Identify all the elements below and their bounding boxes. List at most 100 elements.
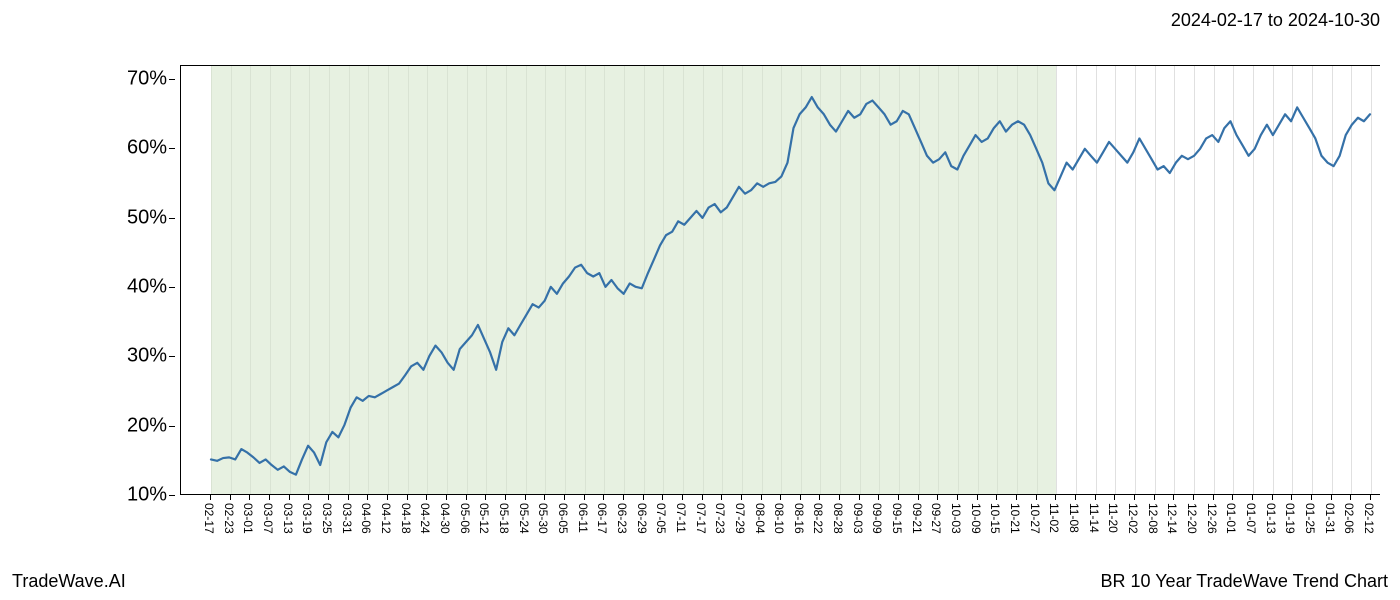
- x-tick-label: 12-14: [1165, 503, 1179, 534]
- x-tick-label: 03-31: [340, 503, 354, 534]
- x-tick-mark: [269, 495, 270, 500]
- x-tick-label: 01-13: [1264, 503, 1278, 534]
- x-tick-mark: [544, 495, 545, 500]
- y-tick-mark: [169, 287, 175, 288]
- x-tick-label: 04-06: [359, 503, 373, 534]
- line-chart-svg: [181, 66, 1380, 494]
- x-tick-mark: [1095, 495, 1096, 500]
- x-tick-mark: [741, 495, 742, 500]
- x-tick-label: 05-06: [458, 503, 472, 534]
- x-tick-mark: [1016, 495, 1017, 500]
- x-tick-mark: [485, 495, 486, 500]
- y-tick-label: 20%: [127, 414, 167, 437]
- x-tick-mark: [702, 495, 703, 500]
- x-tick-mark: [1134, 495, 1135, 500]
- x-tick-label: 07-05: [654, 503, 668, 534]
- x-tick-mark: [800, 495, 801, 500]
- x-tick-mark: [230, 495, 231, 500]
- x-tick-label: 10-21: [1008, 503, 1022, 534]
- x-tick-mark: [387, 495, 388, 500]
- y-tick-label: 50%: [127, 206, 167, 229]
- x-tick-label: 08-04: [753, 503, 767, 534]
- x-tick-mark: [525, 495, 526, 500]
- y-tick-label: 60%: [127, 137, 167, 160]
- x-tick-label: 05-30: [536, 503, 550, 534]
- x-tick-mark: [1232, 495, 1233, 500]
- x-tick-label: 04-12: [379, 503, 393, 534]
- x-tick-mark: [1213, 495, 1214, 500]
- x-tick-mark: [426, 495, 427, 500]
- x-tick-label: 01-31: [1323, 503, 1337, 534]
- footer-brand: TradeWave.AI: [12, 571, 126, 592]
- y-tick-label: 30%: [127, 345, 167, 368]
- x-tick-label: 01-07: [1244, 503, 1258, 534]
- x-tick-label: 06-11: [576, 503, 590, 533]
- x-tick-mark: [584, 495, 585, 500]
- chart-container: 10%20%30%40%50%60%70% 02-1702-2303-0103-…: [0, 50, 1400, 560]
- x-tick-label: 05-24: [517, 503, 531, 534]
- x-tick-mark: [643, 495, 644, 500]
- x-tick-label: 04-24: [418, 503, 432, 534]
- x-tick-label: 10-15: [988, 503, 1002, 534]
- x-tick-label: 07-11: [674, 503, 688, 533]
- x-tick-mark: [1193, 495, 1194, 500]
- x-tick-label: 06-05: [556, 503, 570, 534]
- x-tick-label: 08-10: [772, 503, 786, 534]
- x-tick-mark: [1154, 495, 1155, 500]
- x-tick-mark: [1331, 495, 1332, 500]
- x-tick-mark: [682, 495, 683, 500]
- x-tick-mark: [1055, 495, 1056, 500]
- x-tick-mark: [721, 495, 722, 500]
- y-tick-mark: [169, 495, 175, 496]
- x-tick-label: 10-09: [969, 503, 983, 534]
- x-tick-label: 12-02: [1126, 503, 1140, 534]
- y-tick-label: 10%: [127, 484, 167, 507]
- x-tick-mark: [1311, 495, 1312, 500]
- x-tick-label: 01-25: [1303, 503, 1317, 534]
- x-tick-label: 02-17: [202, 503, 216, 534]
- x-tick-mark: [1075, 495, 1076, 500]
- plot-area: [180, 65, 1380, 495]
- x-tick-mark: [662, 495, 663, 500]
- x-tick-mark: [1114, 495, 1115, 500]
- x-tick-mark: [761, 495, 762, 500]
- x-tick-mark: [289, 495, 290, 500]
- x-tick-label: 05-12: [477, 503, 491, 534]
- trend-line: [211, 97, 1370, 475]
- x-tick-label: 02-06: [1342, 503, 1356, 534]
- x-tick-label: 09-21: [910, 503, 924, 534]
- x-tick-mark: [446, 495, 447, 500]
- x-tick-label: 10-03: [949, 503, 963, 534]
- x-tick-mark: [407, 495, 408, 500]
- x-tick-mark: [328, 495, 329, 500]
- x-tick-label: 01-19: [1283, 503, 1297, 534]
- x-tick-mark: [1350, 495, 1351, 500]
- x-tick-label: 11-20: [1106, 503, 1120, 533]
- x-tick-label: 11-02: [1047, 503, 1061, 533]
- x-tick-label: 03-07: [261, 503, 275, 534]
- x-tick-label: 07-29: [733, 503, 747, 534]
- x-tick-label: 06-23: [615, 503, 629, 534]
- y-tick-mark: [169, 79, 175, 80]
- x-tick-mark: [564, 495, 565, 500]
- x-tick-mark: [957, 495, 958, 500]
- x-tick-mark: [249, 495, 250, 500]
- x-tick-mark: [210, 495, 211, 500]
- x-tick-mark: [603, 495, 604, 500]
- x-tick-label: 04-30: [438, 503, 452, 534]
- x-tick-label: 01-01: [1224, 503, 1238, 534]
- x-tick-mark: [780, 495, 781, 500]
- x-tick-mark: [1272, 495, 1273, 500]
- x-tick-label: 11-14: [1087, 503, 1101, 533]
- x-tick-mark: [1291, 495, 1292, 500]
- x-tick-label: 09-15: [890, 503, 904, 534]
- y-tick-mark: [169, 426, 175, 427]
- x-tick-label: 08-16: [792, 503, 806, 534]
- x-tick-mark: [1252, 495, 1253, 500]
- x-tick-label: 03-19: [300, 503, 314, 534]
- x-tick-mark: [918, 495, 919, 500]
- x-tick-label: 02-23: [222, 503, 236, 534]
- x-tick-label: 10-27: [1028, 503, 1042, 534]
- x-tick-mark: [623, 495, 624, 500]
- x-tick-label: 12-08: [1146, 503, 1160, 534]
